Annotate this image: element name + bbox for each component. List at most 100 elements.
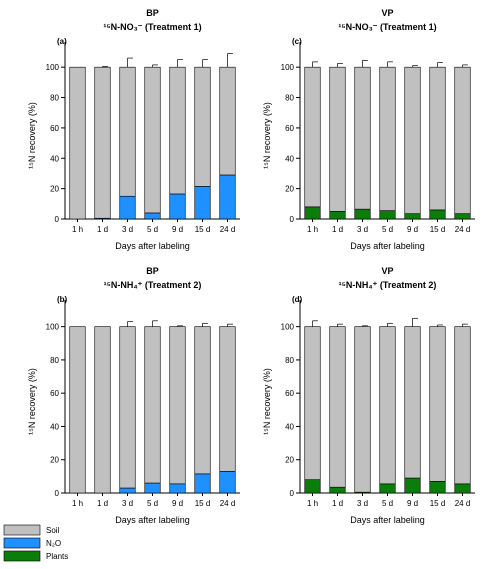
bar-n2o: [144, 212, 161, 220]
x-tick-label: 3 d: [357, 225, 368, 234]
bar-plants: [329, 486, 346, 494]
bar-n2o: [119, 195, 136, 220]
x-axis-label: Days after labeling: [350, 241, 425, 251]
legend: Soil N₂O Plants: [3, 524, 68, 562]
bar-soil: [379, 66, 396, 211]
legend-swatch-soil: [3, 524, 41, 536]
y-axis-label: ¹⁵N recovery (%): [27, 368, 37, 435]
chart-panel: BP ¹⁵N-NH₄⁺ (Treatment 2) (b) 0 20 40 60 80 100 ¹…: [27, 266, 240, 525]
bar-soil: [69, 66, 86, 220]
bar-soil: [379, 326, 396, 485]
y-tick-label: 40: [50, 422, 59, 431]
x-tick-label: 5 d: [382, 225, 393, 234]
panel-subtitle: ¹⁵N-NH₄⁺ (Treatment 2): [339, 280, 437, 290]
y-tick-label: 20: [285, 456, 294, 465]
bar-soil: [429, 326, 446, 482]
bar-soil: [429, 66, 446, 211]
y-axis-label: ¹⁵N recovery (%): [262, 102, 272, 169]
x-tick-label: 24 d: [455, 499, 471, 508]
y-tick-label: 100: [281, 63, 295, 72]
x-tick-label: 3 d: [122, 225, 133, 234]
x-tick-label: 9 d: [172, 499, 183, 508]
bar-plants: [304, 206, 321, 220]
bar-soil: [194, 66, 211, 187]
bar-soil: [94, 326, 111, 494]
x-tick-label: 1 h: [72, 225, 83, 234]
bar-soil: [194, 326, 211, 475]
x-tick-label: 9 d: [172, 225, 183, 234]
bar-plants: [329, 211, 346, 220]
bar-soil: [329, 326, 346, 488]
y-tick-label: 40: [285, 422, 294, 431]
x-tick-label: 9 d: [407, 225, 418, 234]
bar-plants: [379, 483, 396, 494]
y-tick-label: 80: [285, 94, 294, 103]
y-tick-label: 20: [285, 185, 294, 194]
bar-plants: [429, 209, 446, 220]
panel-title: VP: [381, 266, 393, 276]
x-tick-label: 5 d: [382, 499, 393, 508]
x-tick-label: 1 d: [97, 225, 108, 234]
x-tick-label: 15 d: [430, 225, 446, 234]
legend-label-plants: Plants: [46, 552, 68, 561]
bar-soil: [94, 66, 111, 219]
bar-n2o: [144, 482, 161, 494]
x-tick-label: 1 h: [307, 499, 318, 508]
x-tick-label: 3 d: [357, 499, 368, 508]
legend-swatch-n2o: [3, 537, 41, 549]
bar-soil: [454, 66, 471, 214]
y-tick-label: 100: [46, 323, 60, 332]
panel-label: (a): [57, 37, 67, 46]
x-axis-label: Days after labeling: [115, 241, 190, 251]
x-tick-label: 24 d: [455, 225, 471, 234]
y-tick-label: 60: [50, 389, 59, 398]
panel-title: VP: [381, 8, 393, 18]
x-tick-label: 24 d: [220, 225, 236, 234]
legend-swatch-plants: [3, 550, 41, 562]
x-axis-label: Days after labeling: [115, 515, 190, 525]
bar-n2o: [169, 483, 186, 494]
x-tick-label: 1 d: [97, 499, 108, 508]
bar-soil: [404, 66, 421, 214]
panel-subtitle: ¹⁵N-NH₄⁺ (Treatment 2): [104, 280, 202, 290]
bar-soil: [169, 326, 186, 485]
bar-soil: [304, 66, 321, 208]
bar-soil: [354, 326, 371, 493]
y-tick-label: 80: [285, 356, 294, 365]
bar-n2o: [119, 487, 136, 494]
y-axis-label: ¹⁵N recovery (%): [27, 102, 37, 169]
bar-plants: [354, 208, 371, 220]
bar-soil: [354, 66, 371, 210]
chart-panel: VP ¹⁵N-NH₄⁺ (Treatment 2) (d) 0 20 40 60 80 100 ¹…: [262, 266, 475, 525]
bar-soil: [454, 326, 471, 485]
panel-title: BP: [146, 8, 159, 18]
bar-soil: [144, 326, 161, 484]
bar-n2o: [194, 473, 211, 494]
y-tick-label: 60: [285, 389, 294, 398]
y-tick-label: 20: [50, 456, 59, 465]
y-tick-label: 80: [50, 94, 59, 103]
bar-soil: [404, 326, 421, 479]
legend-label-n2o: N₂O: [46, 539, 61, 548]
panel-label: (c): [292, 37, 302, 46]
bar-soil: [144, 66, 161, 214]
panel-label: (d): [292, 295, 303, 304]
bar-soil: [329, 66, 346, 212]
x-tick-label: 15 d: [430, 499, 446, 508]
bar-plants: [429, 481, 446, 494]
chart-panel: BP ¹⁵N-NO₃⁻ (Treatment 1) (a) 0 20 40 60 80 100 ¹…: [27, 8, 240, 251]
x-tick-label: 1 d: [332, 225, 343, 234]
bar-plants: [454, 483, 471, 494]
bar-n2o: [169, 193, 186, 220]
y-tick-label: 100: [46, 63, 60, 72]
y-tick-label: 60: [285, 124, 294, 133]
x-tick-label: 9 d: [407, 499, 418, 508]
bar-plants: [379, 210, 396, 220]
y-tick-label: 0: [290, 215, 295, 224]
legend-label-soil: Soil: [46, 526, 60, 535]
chart-panel: VP ¹⁵N-NO₃⁻ (Treatment 1) (c) 0 20 40 60 80 100 ¹…: [262, 8, 475, 251]
panel-title: BP: [146, 266, 159, 276]
y-axis-label: ¹⁵N recovery (%): [262, 368, 272, 435]
y-tick-label: 60: [50, 124, 59, 133]
